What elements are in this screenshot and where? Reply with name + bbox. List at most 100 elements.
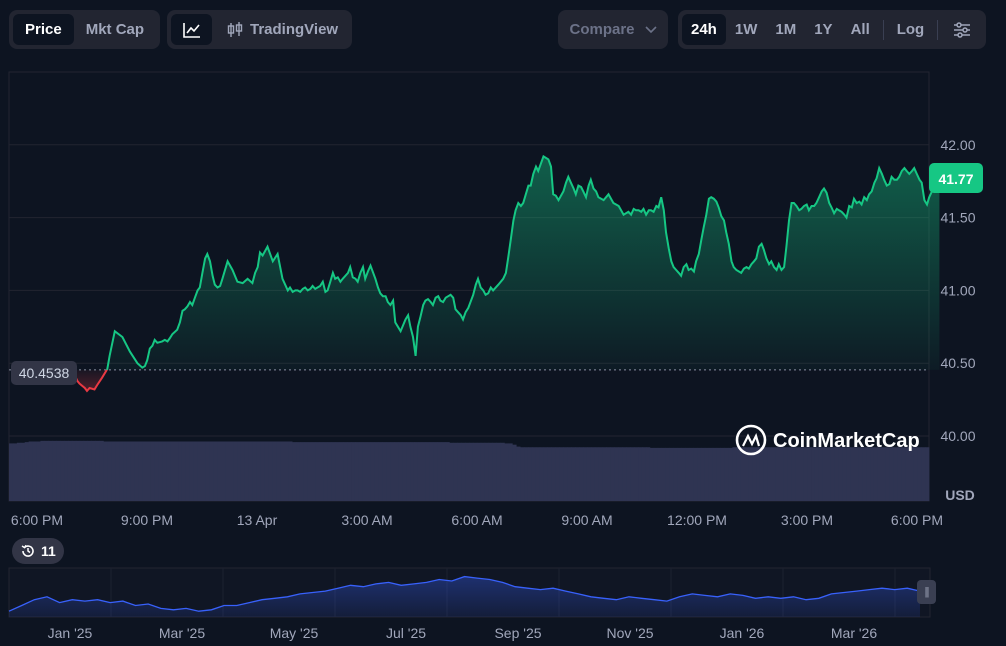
- volume-bar: [311, 442, 317, 501]
- volume-bar: [921, 447, 926, 501]
- volume-bar: [417, 442, 423, 501]
- market-cap-tab[interactable]: Mkt Cap: [85, 21, 145, 38]
- volume-bar: [91, 440, 96, 501]
- y-tick-label: 40.00: [940, 428, 975, 444]
- volume-bar: [657, 447, 663, 501]
- log-scale-button[interactable]: Log: [896, 21, 925, 38]
- volume-bar: [331, 442, 336, 501]
- volume-bar: [225, 441, 230, 501]
- volume-bar: [677, 447, 682, 501]
- volume-bar: [178, 441, 183, 501]
- volume-bar: [441, 442, 446, 501]
- volume-bar: [32, 441, 37, 501]
- volume-bar: [260, 441, 265, 501]
- volume-bar: [866, 447, 871, 501]
- volume-bar: [382, 442, 387, 501]
- volume-bar: [767, 447, 773, 501]
- volume-bar: [492, 442, 497, 501]
- x-axis: 6:00 PM 9:00 PM 13 Apr 3:00 AM 6:00 AM 9:00 A…: [11, 512, 943, 528]
- x-tick-label: 12:00 PM: [667, 512, 727, 528]
- current-price-tag: 41.77: [929, 163, 983, 193]
- volume-bar: [862, 447, 867, 501]
- sliders-icon: [954, 21, 971, 38]
- volume-bar: [763, 447, 769, 501]
- divider: [882, 19, 884, 40]
- volume-bar: [673, 447, 678, 501]
- volume-bar: [524, 447, 529, 501]
- volume-bar: [209, 441, 214, 501]
- tradingview-button[interactable]: TradingView: [212, 14, 348, 45]
- volume-bar: [811, 447, 816, 501]
- volume-bar: [347, 442, 352, 501]
- chart-type-toggle: Price Mkt Cap: [9, 10, 161, 49]
- range-1m-button[interactable]: 1M: [775, 21, 797, 38]
- navigator[interactable]: Jan '25 Mar '25 May '25 Jul '25 Sep '25 Nov '…: [8, 567, 931, 641]
- price-tab[interactable]: Price: [13, 14, 74, 45]
- compare-label: Compare: [569, 21, 635, 38]
- volume-bar: [181, 441, 187, 501]
- volume-bar: [881, 447, 887, 501]
- navigator-x-tick-label: Jul '25: [386, 625, 426, 641]
- volume-bar: [512, 444, 517, 501]
- range-1w-button[interactable]: 1W: [734, 21, 758, 38]
- volume-bar: [134, 441, 140, 501]
- range-all-button[interactable]: All: [850, 21, 870, 38]
- volume-bar: [123, 441, 128, 501]
- navigator-x-axis: Jan '25 Mar '25 May '25 Jul '25 Sep '25 Nov '…: [48, 625, 878, 641]
- volume-bar: [500, 442, 505, 501]
- y-tick-label: 41.00: [940, 282, 975, 298]
- range-24h-button[interactable]: 24h: [682, 14, 726, 45]
- volume-bar: [240, 441, 246, 501]
- baseline-price-label: 40.4538: [19, 365, 70, 381]
- events-badge[interactable]: 11: [12, 538, 64, 564]
- volume-bar: [154, 441, 159, 501]
- navigator-handle[interactable]: ||: [917, 580, 936, 604]
- volume-bar: [559, 447, 564, 501]
- volume-bar: [783, 447, 788, 501]
- volume-bar: [504, 443, 509, 501]
- volume-bar: [48, 440, 53, 501]
- volume-bar: [205, 441, 210, 501]
- volume-bar: [638, 447, 643, 501]
- volume-bar: [539, 447, 545, 501]
- volume-bar: [366, 442, 372, 501]
- volume-bar: [602, 447, 608, 501]
- volume-bar: [803, 447, 808, 501]
- volume-bar: [12, 443, 18, 501]
- range-1y-button[interactable]: 1Y: [814, 21, 833, 38]
- baseline-price-tag: 40.4538: [11, 361, 77, 385]
- volume-bar: [724, 447, 729, 501]
- volume-bar: [402, 442, 407, 501]
- line-chart-button[interactable]: [171, 14, 212, 45]
- volume-bar: [858, 447, 863, 501]
- volume-bar: [299, 442, 305, 501]
- volume-bar: [634, 447, 639, 501]
- volume-bar: [83, 440, 89, 501]
- volume-bar: [170, 441, 175, 501]
- volume-bar: [535, 447, 541, 501]
- volume-bar: [252, 441, 258, 501]
- price-area-up: [37, 156, 940, 370]
- x-tick-label: 3:00 AM: [341, 512, 392, 528]
- volume-bar: [740, 447, 745, 501]
- volume-bar: [343, 442, 348, 501]
- volume-bar: [174, 441, 179, 501]
- volume-bar: [126, 441, 132, 501]
- volume-bar: [99, 440, 104, 501]
- price-area-down: [52, 369, 107, 391]
- volume-bar: [697, 447, 702, 501]
- volume-bar: [303, 442, 309, 501]
- time-range-toggle: 24h 1W 1M 1Y All Log: [678, 10, 987, 49]
- volume-bar: [756, 447, 761, 501]
- volume-bar: [461, 442, 466, 501]
- volume-bar: [217, 441, 222, 501]
- volume-bar: [67, 440, 73, 501]
- settings-button[interactable]: [942, 14, 982, 45]
- volume-bar: [520, 447, 525, 501]
- volume-bar: [693, 447, 698, 501]
- compare-dropdown[interactable]: Compare: [558, 10, 668, 49]
- volume-bar: [119, 441, 124, 501]
- volume-bar: [543, 447, 549, 501]
- volume-bar: [213, 441, 218, 501]
